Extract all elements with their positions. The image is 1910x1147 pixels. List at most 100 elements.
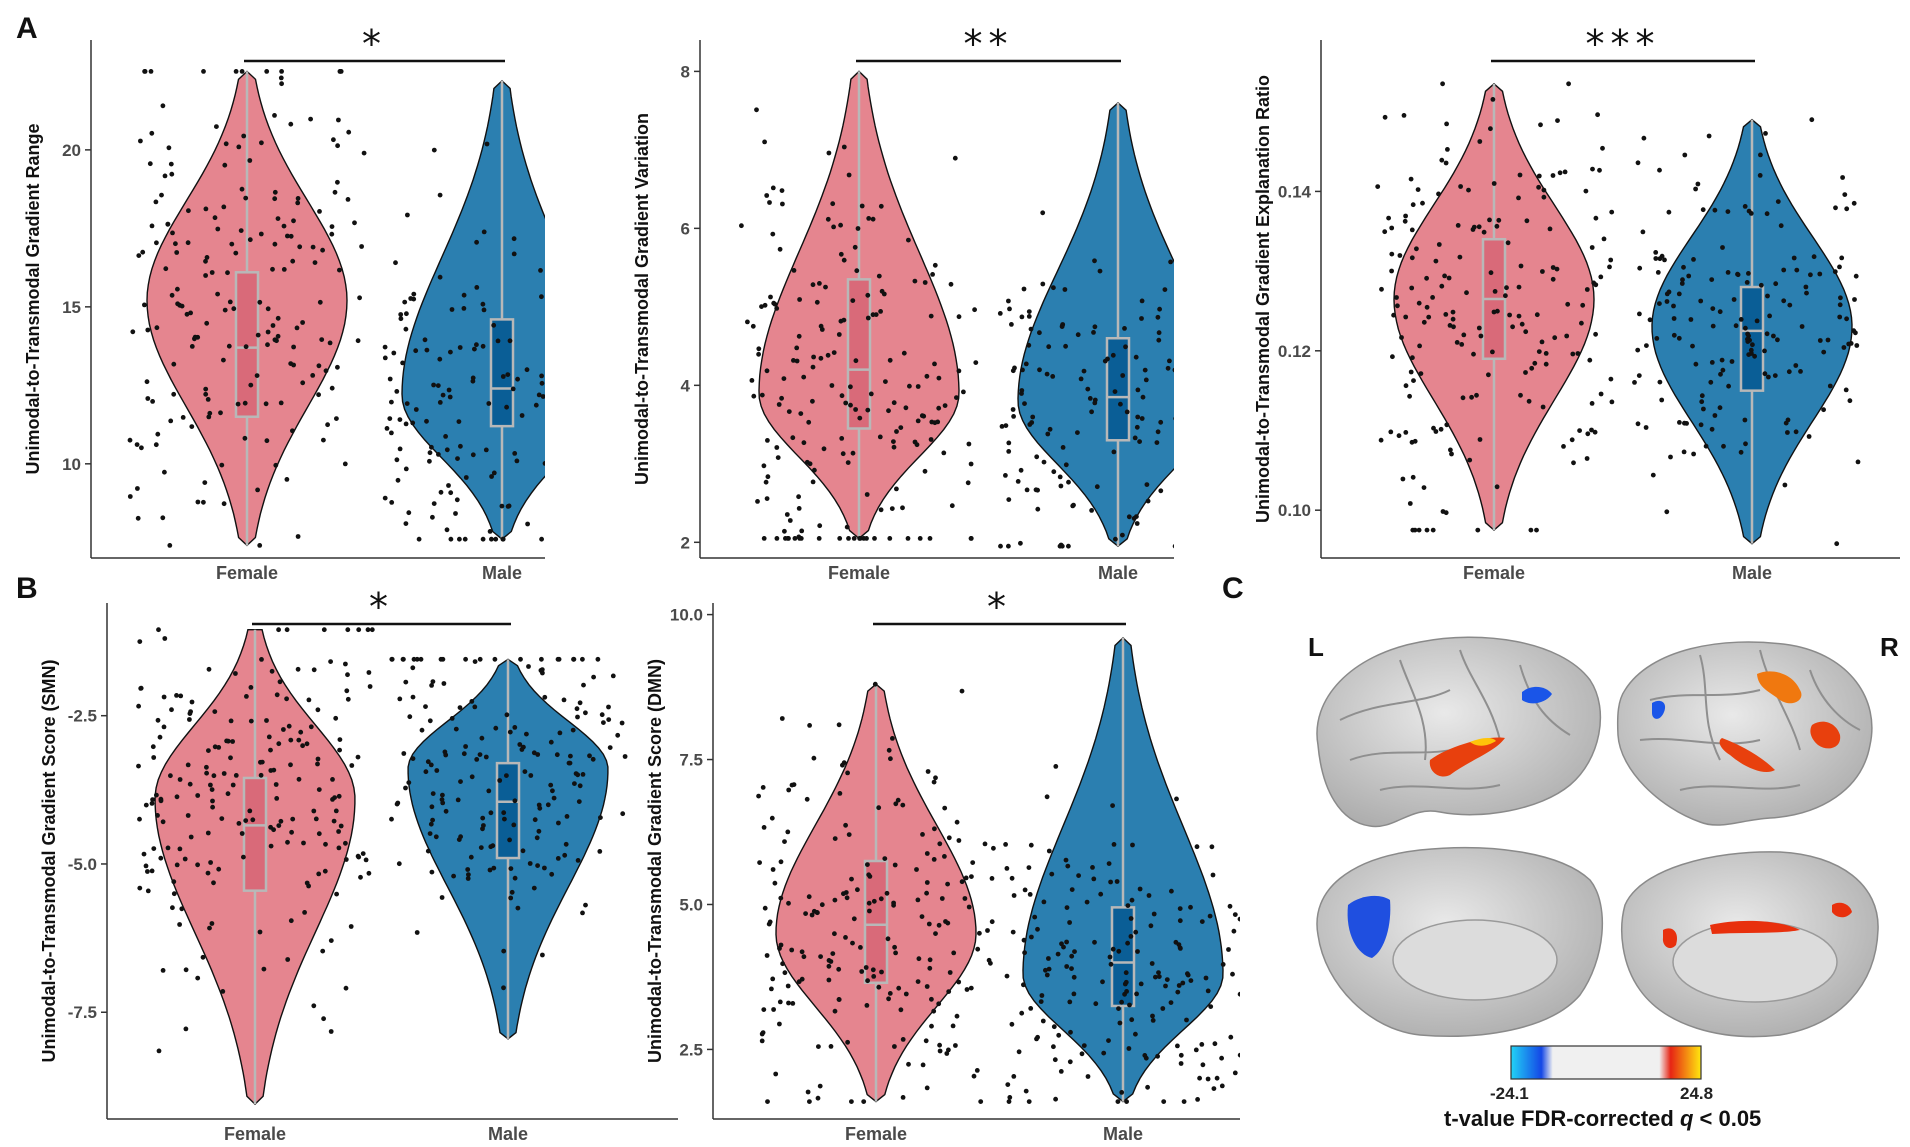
data-point — [929, 996, 934, 1002]
data-point — [1027, 892, 1033, 897]
data-point — [1450, 316, 1456, 322]
data-point — [1403, 383, 1409, 389]
y-tick-label: 10 — [62, 455, 81, 474]
data-point — [1758, 282, 1764, 288]
data-point — [1046, 848, 1052, 854]
data-point — [1022, 950, 1027, 956]
data-point — [1503, 293, 1508, 299]
data-point — [784, 512, 790, 517]
data-point — [336, 829, 341, 834]
data-point — [936, 922, 942, 928]
data-point — [322, 868, 328, 874]
data-point — [1208, 322, 1213, 327]
data-point — [527, 861, 533, 866]
data-point — [438, 656, 444, 662]
data-point — [511, 236, 517, 242]
data-point — [564, 814, 570, 819]
data-point — [1156, 970, 1161, 975]
data-point — [978, 1099, 984, 1104]
data-point — [474, 239, 479, 245]
data-point — [1799, 324, 1805, 329]
data-point — [542, 461, 545, 466]
data-point — [912, 278, 918, 284]
data-point — [969, 874, 974, 879]
data-point — [575, 714, 580, 720]
data-point — [214, 124, 219, 129]
data-point — [468, 854, 474, 860]
data-point — [1071, 974, 1077, 980]
data-point — [1142, 367, 1148, 373]
data-point — [1738, 317, 1744, 322]
data-point — [761, 536, 767, 541]
data-point — [169, 171, 175, 177]
data-point — [952, 155, 958, 161]
data-point — [492, 656, 498, 662]
data-point — [1637, 265, 1643, 271]
data-point — [821, 446, 827, 452]
data-point — [1608, 257, 1614, 263]
data-point — [205, 830, 211, 836]
data-point — [1058, 1069, 1064, 1074]
data-point — [796, 534, 802, 540]
data-point — [944, 1051, 950, 1056]
data-point — [925, 769, 931, 774]
data-point — [814, 299, 820, 305]
data-point — [759, 1038, 765, 1044]
data-point — [265, 306, 271, 312]
data-point — [1041, 899, 1047, 905]
data-point — [1155, 429, 1161, 435]
data-point — [422, 337, 428, 343]
data-point — [585, 526, 590, 531]
data-point — [474, 757, 480, 762]
data-point — [792, 536, 798, 541]
data-point — [1733, 323, 1739, 329]
data-point — [1028, 1006, 1034, 1011]
data-point — [209, 787, 215, 792]
data-point — [1666, 209, 1672, 215]
data-point — [1469, 394, 1474, 400]
data-point — [816, 1044, 821, 1049]
data-point — [839, 393, 845, 399]
data-point — [564, 380, 569, 385]
data-point — [937, 1042, 942, 1048]
data-point — [208, 860, 214, 865]
data-point — [145, 888, 151, 894]
data-point — [466, 872, 471, 877]
data-point — [1847, 398, 1853, 404]
data-point — [1516, 284, 1522, 290]
data-point — [1765, 293, 1770, 299]
activation-red — [1710, 920, 1800, 934]
data-point — [750, 323, 756, 329]
data-point — [906, 1061, 911, 1067]
data-point — [478, 845, 484, 850]
data-point — [1033, 487, 1039, 493]
data-point — [205, 870, 211, 876]
data-point — [557, 730, 563, 736]
data-point — [259, 759, 265, 765]
data-point — [771, 300, 777, 306]
data-point — [487, 529, 493, 534]
data-point — [614, 452, 619, 457]
data-point — [836, 332, 842, 337]
data-point — [798, 411, 804, 416]
data-point — [1571, 460, 1576, 466]
data-point — [1004, 866, 1010, 871]
data-point — [211, 880, 216, 886]
data-point — [586, 416, 591, 421]
data-point — [770, 185, 776, 191]
data-point — [959, 879, 965, 885]
data-point — [366, 870, 372, 876]
data-point — [1676, 291, 1682, 297]
data-point — [929, 1023, 934, 1029]
data-point — [306, 697, 312, 703]
data-point — [1212, 1041, 1218, 1047]
data-point — [1778, 223, 1784, 229]
data-point — [1053, 764, 1059, 769]
data-point — [134, 442, 140, 447]
data-point — [1529, 365, 1535, 371]
data-point — [796, 494, 801, 500]
data-point — [558, 445, 563, 450]
data-point — [1396, 433, 1402, 439]
data-point — [1561, 444, 1566, 449]
data-point — [590, 537, 595, 542]
